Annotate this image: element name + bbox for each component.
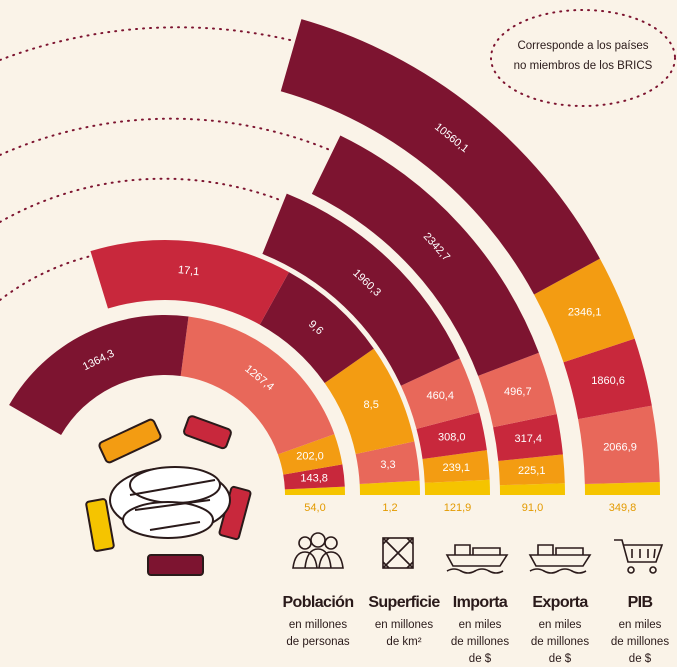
- dotted-arc: [0, 177, 281, 223]
- ring-segment: [422, 450, 490, 483]
- legend-heading: Exporta: [532, 594, 588, 611]
- value-label: 17,1: [177, 264, 200, 278]
- legend-icons: [292, 532, 664, 574]
- ring-segment: [9, 315, 189, 435]
- ship-icon: [528, 544, 592, 574]
- value-label: 1860,6: [591, 375, 625, 387]
- legend-heading: Superficie: [368, 594, 440, 611]
- value-label: 308,0: [438, 431, 466, 443]
- ring-segment: [324, 348, 415, 455]
- ring-segment: [355, 441, 420, 484]
- area-icon: [382, 537, 414, 569]
- legend-unit: en miles: [459, 619, 502, 631]
- ring-segment: [311, 135, 539, 376]
- hands-icon: [85, 415, 252, 576]
- value-label: 317,4: [514, 433, 542, 445]
- ring-segment: [180, 316, 335, 455]
- ring-segment: [578, 405, 660, 484]
- ring-segment: [284, 486, 345, 495]
- ring-segment: [424, 479, 490, 495]
- ring-segment: [498, 454, 565, 486]
- value-label: 91,0: [522, 502, 543, 514]
- people-icon: [292, 532, 344, 569]
- ring-segment: [534, 258, 635, 363]
- ring-segment: [478, 352, 557, 428]
- ring-segment: [584, 481, 660, 495]
- value-label: 54,0: [304, 502, 325, 514]
- dotted-arc: [0, 254, 96, 301]
- value-label: 1,2: [382, 502, 397, 514]
- decor: [0, 9, 676, 301]
- dotted-ellipse: [490, 9, 676, 107]
- ship-icon: [445, 544, 509, 574]
- legend-heading: Importa: [453, 594, 508, 611]
- ring-segment: [400, 358, 480, 429]
- ring-segment: [416, 412, 487, 460]
- legend-heading: PIB: [628, 594, 653, 611]
- legend-unit: de $: [549, 653, 572, 665]
- legend-unit: en miles: [539, 619, 582, 631]
- dotted-arc: [0, 117, 331, 156]
- ring-segment: [90, 240, 289, 325]
- legend-unit: de millones: [531, 636, 589, 648]
- value-label: 121,9: [444, 502, 472, 514]
- cart-icon: [614, 539, 664, 574]
- ring-segment: [280, 19, 600, 295]
- dotted-arc: [0, 26, 291, 61]
- value-label: 2066,9: [603, 441, 637, 453]
- legend-unit: de personas: [286, 636, 350, 648]
- value-label: 143,8: [300, 473, 328, 485]
- ring-segment: [563, 338, 652, 420]
- value-label: 496,7: [504, 386, 532, 398]
- value-label: 349,8: [609, 502, 637, 514]
- legend-unit: de km²: [386, 636, 421, 648]
- ring-segment: [359, 480, 420, 495]
- ring-segment: [277, 434, 343, 475]
- legend-unit: de $: [469, 653, 492, 665]
- ring-segment: [493, 414, 563, 461]
- legend-unit: de millones: [451, 636, 509, 648]
- ring-segment: [283, 464, 345, 490]
- legend-unit: de millones: [611, 636, 669, 648]
- value-label: 8,5: [364, 399, 379, 411]
- annotation: no miembros de los BRICS: [514, 60, 653, 72]
- value-label: 202,0: [296, 451, 324, 463]
- value-label: 2346,1: [568, 307, 602, 319]
- legend-unit: en millones: [375, 619, 433, 631]
- value-label: 225,1: [518, 465, 546, 477]
- ring-segment: [499, 483, 565, 495]
- legend-unit: en miles: [619, 619, 662, 631]
- value-label: 460,4: [426, 390, 454, 402]
- value-label: 3,3: [380, 459, 395, 471]
- legend-unit: en millones: [289, 619, 347, 631]
- value-label: 239,1: [442, 462, 470, 474]
- ring-segment: [259, 272, 374, 384]
- ring-segment: [262, 193, 460, 386]
- legend-unit: de $: [629, 653, 652, 665]
- legend-heading: Población: [282, 594, 353, 611]
- annotation: Corresponde a los países: [517, 40, 648, 52]
